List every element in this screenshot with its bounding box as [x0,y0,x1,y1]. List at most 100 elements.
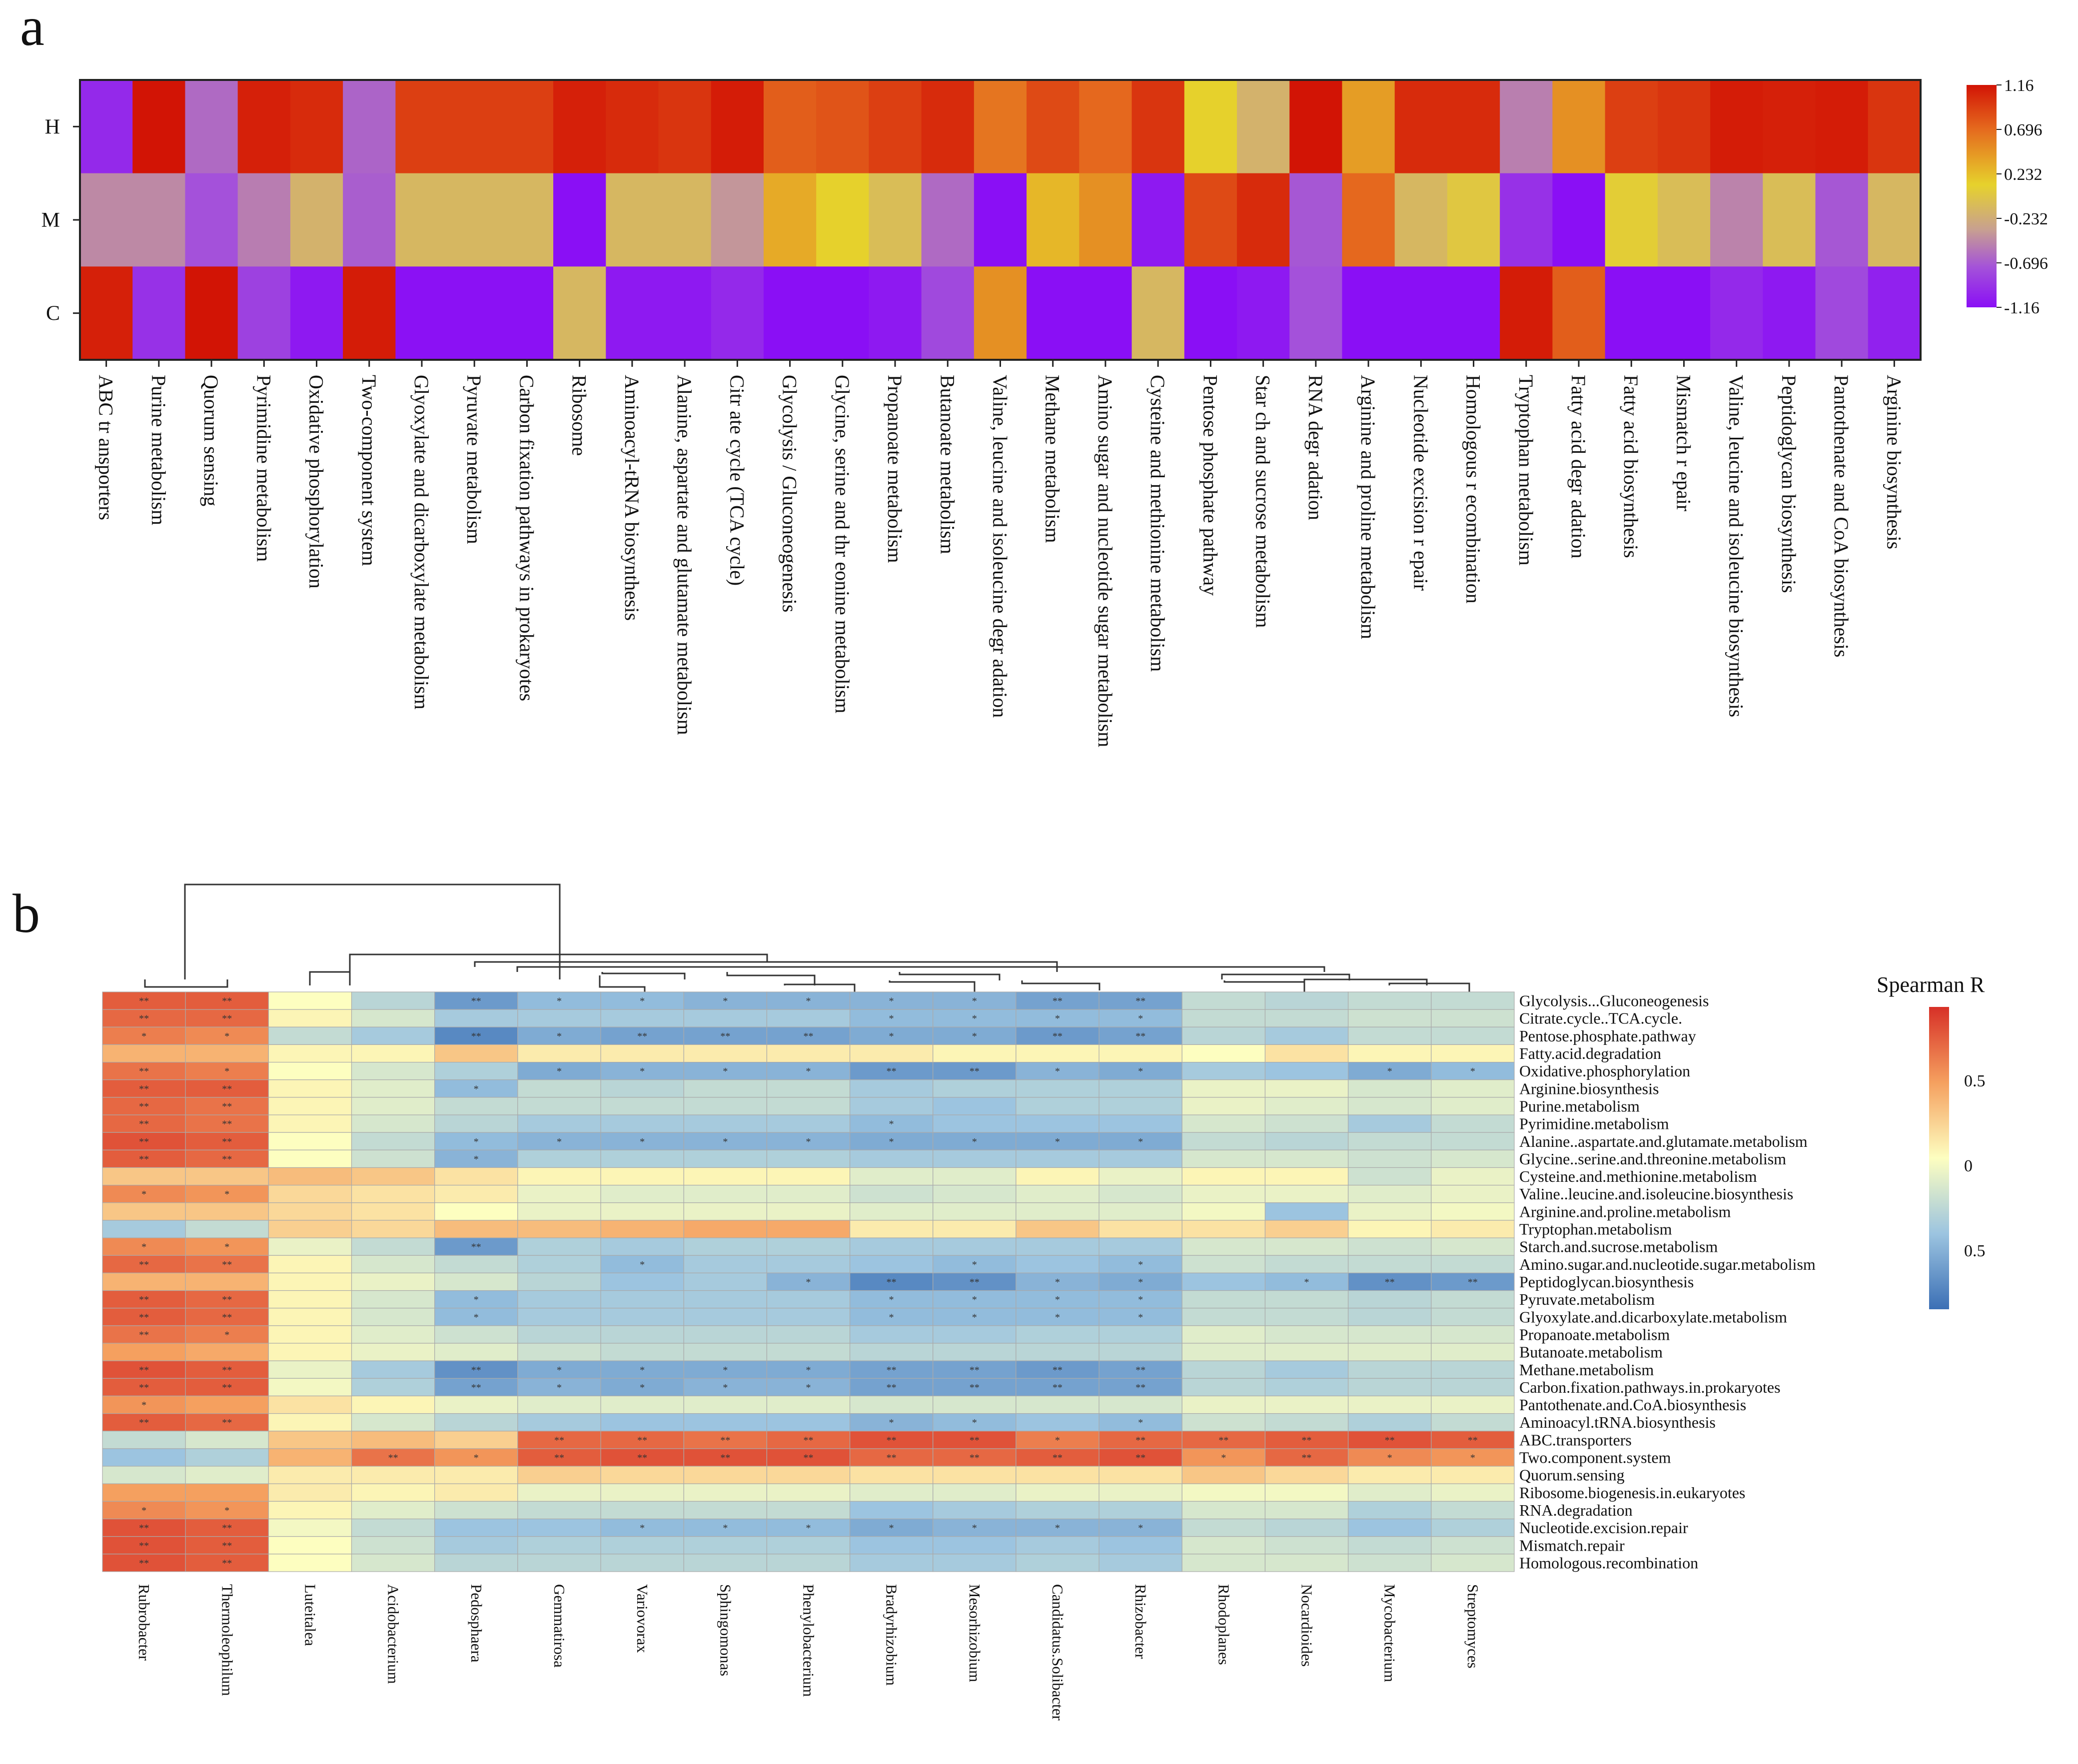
heatmap-a-cell [974,80,1027,174]
heatmap-b-cell [517,1272,601,1291]
heatmap-b-cell [1348,1290,1432,1309]
heatmap-b-cell [434,1062,518,1080]
heatmap-b-cell [600,1185,684,1203]
heatmap-a-cell [343,80,396,174]
heatmap-b-cell [1264,1202,1349,1221]
heatmap-b-cell [1348,1114,1432,1133]
heatmap-b-cell [849,1009,934,1027]
significance-mark: * [1055,1066,1060,1077]
heatmap-b-cell [1016,1062,1099,1080]
heatmap-a-cell [763,80,817,174]
heatmap-b-cell [933,1272,1017,1291]
heatmap-b-cell [766,1202,851,1221]
heatmap-b-cell [268,1185,352,1203]
significance-mark: ** [139,996,149,1007]
heatmap-b-cell [1431,1026,1515,1045]
significance-mark: * [1387,1066,1392,1077]
heatmap-b-cell [1098,1132,1182,1150]
heatmap-b-cell [683,1413,768,1432]
heatmap-b-cell [434,1343,518,1361]
heatmap-b-cell [185,1255,269,1274]
heatmap-b-cell [933,1554,1017,1572]
heatmap-b-cell [517,1360,601,1379]
genus-label: Luteitalea [301,1584,319,1646]
heatmap-a-cell [1552,173,1606,267]
colorbar-b: Spearman R 0.5 0 0.5 [1877,972,1986,1309]
significance-mark: ** [1052,1365,1062,1376]
heatmap-b-cell [600,1536,684,1555]
heatmap-b-cell [600,1308,684,1326]
significance-mark: * [972,996,977,1007]
heatmap-b-cell [849,1554,934,1572]
heatmap-b-cell [1181,991,1266,1010]
heatmap-b-cell [766,1343,851,1361]
heatmap-b-cell [600,1325,684,1344]
heatmap-b-cell [185,1466,269,1484]
heatmap-b-cell [766,1237,851,1256]
significance-mark: ** [222,1136,232,1147]
heatmap-b-cell [102,1167,186,1186]
heatmap-b-cell [517,1220,601,1238]
heatmap-b-cell [849,1255,934,1274]
heatmap-a-cell [711,266,764,360]
heatmap-b-cell [1016,1483,1099,1502]
heatmap-b-cell [268,1114,352,1133]
significance-mark: ** [388,1453,398,1464]
significance-mark: ** [1468,1277,1478,1288]
colorbar-a-tick-label: 0.232 [2004,165,2043,184]
pathway-label: Methane.metabolism [1519,1361,1654,1379]
significance-mark: * [723,1523,728,1534]
heatmap-b-cell [933,1308,1017,1326]
heatmap-a-cell [1027,80,1079,174]
dendro-branch [184,883,561,979]
pathway-label: Oxidative.phosphorylation [1519,1062,1690,1080]
colorbar-a-tick-label: 1.16 [2004,76,2034,95]
significance-mark: * [1138,1136,1143,1147]
significance-mark: ** [139,1013,149,1024]
heatmap-a-cell [869,266,922,360]
heatmap-a-cell [1027,173,1079,267]
heatmap-b-cell [1016,1448,1099,1467]
significance-mark: ** [471,1242,481,1253]
heatmap-b-cell [1431,1255,1515,1274]
heatmap-b-cell [766,1518,851,1537]
heatmap-b-cell [1348,1272,1432,1291]
heatmap-b-cell [185,1343,269,1361]
heatmap-b-cell [102,1466,186,1484]
significance-mark: ** [637,1031,647,1042]
significance-mark: ** [887,1435,897,1446]
significance-mark: * [640,996,645,1007]
dendro-branch [1388,982,1470,992]
column-label: Fatty acid degr adation [1567,375,1590,559]
heatmap-b-cell [1431,1395,1515,1414]
significance-mark: * [141,1189,146,1200]
heatmap-b-cell [351,1554,435,1572]
heatmap-b-cell [683,1185,768,1203]
heatmap-b-cell [351,1220,435,1238]
heatmap-b-cell [185,1395,269,1414]
pathway-label: Valine..leucine.and.isoleucine.biosynthe… [1519,1185,1793,1203]
heatmap-b-cell [1348,1554,1432,1572]
heatmap-b-cell [683,1044,768,1063]
significance-mark: * [474,1453,479,1464]
heatmap-b-cell [766,1413,851,1432]
heatmap-b-cell [600,1149,684,1168]
heatmap-b-cell [434,1272,518,1291]
dendro-branch [349,953,768,972]
heatmap-b-cell [933,1009,1017,1027]
heatmap-b-cell [600,1009,684,1027]
heatmap-b-cell [517,1202,601,1221]
heatmap-b-cell [1431,1167,1515,1186]
heatmap-b-cell [600,1044,684,1063]
heatmap-b-cell [102,1431,186,1449]
heatmap-b-cell [849,1149,934,1168]
row-label: H [45,115,60,138]
heatmap-b-cell [1431,1483,1515,1502]
significance-mark: ** [804,1031,814,1042]
heatmap-b-cell [1264,1308,1349,1326]
heatmap-b-cell [1348,1220,1432,1238]
significance-mark: ** [970,1453,980,1464]
heatmap-b-cell [1264,991,1349,1010]
heatmap-b-cell [1098,1220,1182,1238]
